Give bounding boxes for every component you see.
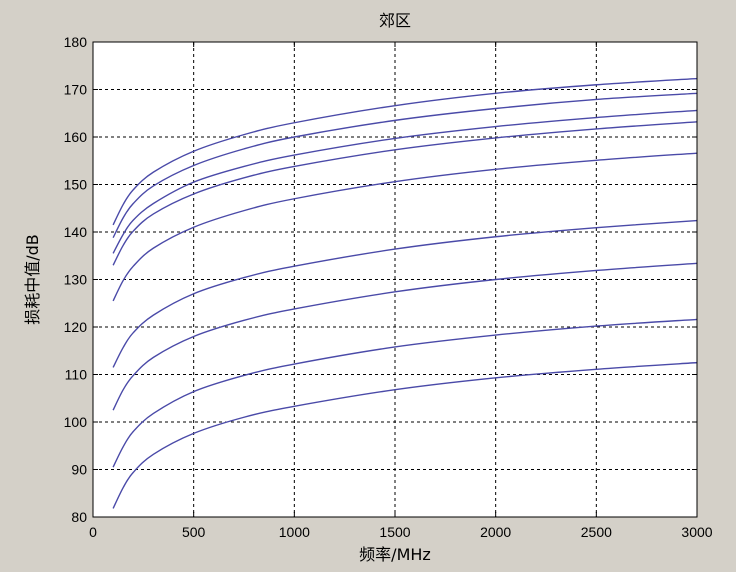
y-tick-label: 110 [65, 367, 88, 383]
series-line-6 [112, 219, 698, 368]
y-tick-label: 80 [71, 509, 87, 525]
ticks [92, 41, 698, 518]
series-line-4 [112, 121, 698, 266]
x-tick-label: 1000 [279, 524, 310, 540]
y-axis-title: 损耗中值/dB [23, 234, 42, 325]
y-tick-label: 170 [64, 82, 88, 98]
y-tick-label: 90 [71, 462, 87, 478]
series-line-9 [112, 361, 698, 509]
series-line-1 [112, 77, 698, 226]
x-tick-label: 2500 [581, 524, 612, 540]
x-tick-label: 3000 [681, 524, 712, 540]
series-line-5 [112, 152, 698, 302]
y-tick-label: 180 [64, 34, 88, 50]
chart-title: 郊区 [379, 11, 411, 30]
x-tick-label: 0 [89, 524, 97, 540]
x-tick-label: 500 [182, 524, 206, 540]
series-line-3 [112, 109, 698, 254]
y-tick-label: 100 [64, 414, 88, 430]
tick-labels: 0 500 1000 1500 2000 2500 3000 80 90 100 110 120 130… [64, 34, 713, 540]
series-group [112, 77, 698, 509]
x-tick-label: 1500 [379, 524, 410, 540]
y-tick-label: 160 [64, 129, 88, 145]
y-tick-label: 150 [64, 177, 88, 193]
grid [93, 42, 697, 517]
y-tick-label: 120 [64, 319, 88, 335]
series-line-8 [112, 318, 698, 468]
series-line-7 [112, 262, 698, 411]
y-tick-label: 140 [64, 224, 88, 240]
series-line-2 [112, 92, 698, 239]
x-axis-title: 频率/MHz [359, 545, 431, 564]
x-tick-label: 2000 [480, 524, 511, 540]
y-tick-label: 130 [64, 272, 88, 288]
